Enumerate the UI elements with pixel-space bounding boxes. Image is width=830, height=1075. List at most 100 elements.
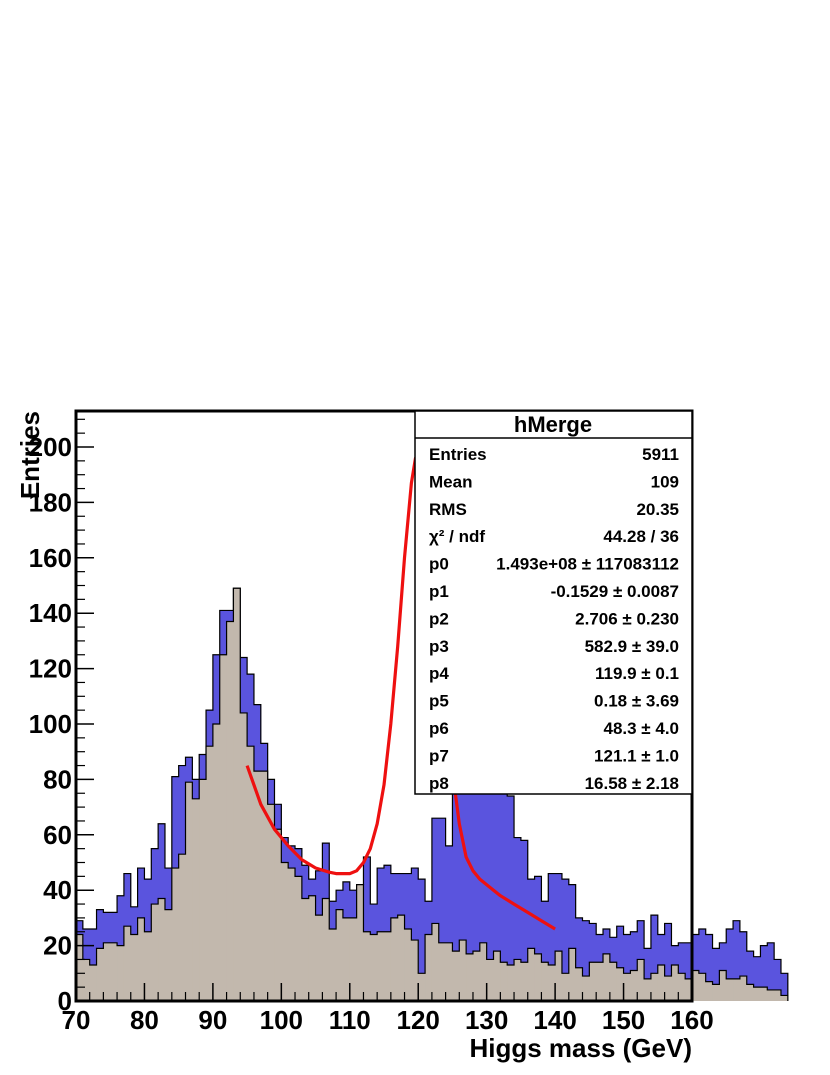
histogram-bin [82, 959, 91, 1001]
histogram-bin [507, 796, 515, 1001]
histogram-bin [623, 934, 631, 1001]
histogram-bin [370, 934, 378, 1001]
histogram-bin [561, 973, 570, 1001]
histogram-bin [96, 948, 104, 1001]
stats-row-value: 0.18 ± 3.69 [594, 692, 679, 711]
y-tick-label: 60 [43, 820, 72, 850]
histogram-series-2 [75, 587, 789, 1001]
histogram-bin [281, 862, 289, 1001]
histogram-bin [336, 909, 344, 1001]
y-tick-label: 140 [29, 598, 72, 628]
histogram-bin [76, 934, 84, 1001]
histogram-bin [438, 942, 446, 1001]
histogram-bin [178, 854, 186, 1001]
histogram-bin [664, 923, 672, 1001]
histogram-bin [206, 746, 214, 1001]
histogram-bin [349, 917, 358, 1001]
y-tick-label: 0 [58, 986, 72, 1016]
histogram-bin [712, 984, 720, 1001]
x-tick-label: 130 [465, 1005, 508, 1035]
histogram-bin [274, 829, 282, 1001]
histogram-bin [561, 879, 570, 1001]
histogram-bin [103, 942, 111, 1001]
histogram-bin [746, 951, 754, 1001]
histogram-bin [130, 934, 138, 1001]
histogram-bin [534, 876, 542, 1001]
histogram-bin [301, 898, 310, 1001]
histogram-bin [568, 948, 577, 1001]
histogram-bin [164, 909, 173, 1001]
histogram-bin [712, 948, 720, 1001]
histogram-bin [493, 951, 501, 1001]
histogram-bin [438, 818, 446, 1001]
histogram-bin [500, 962, 508, 1001]
histogram-bin [623, 973, 631, 1001]
histogram-bin [260, 771, 269, 1001]
histogram-bin [616, 926, 624, 1001]
histogram-bin [411, 868, 419, 1001]
histogram-bin [733, 978, 741, 1001]
histogram-bin [644, 978, 652, 1001]
x-tick-label: 100 [260, 1005, 303, 1035]
y-tick-label: 180 [29, 487, 72, 517]
histogram-bin [671, 964, 679, 1001]
stats-row-value: 48.3 ± 4.0 [604, 719, 680, 738]
histogram-bin [541, 962, 549, 1001]
histogram-bin [630, 970, 638, 1001]
histogram-bin [315, 915, 323, 1001]
histogram-bin [698, 973, 707, 1001]
histogram-bin [445, 942, 453, 1001]
x-tick-label: 70 [62, 1005, 91, 1035]
histogram-bin [137, 917, 145, 1001]
histogram-bin [520, 840, 529, 1001]
histogram-bin [288, 868, 296, 1001]
stats-row-label: p6 [429, 719, 449, 738]
stats-row-value: 44.28 / 36 [603, 527, 679, 546]
stats-row-value: 2.706 ± 0.230 [575, 609, 679, 628]
histogram-bin [233, 588, 241, 1001]
histogram-bin [308, 895, 316, 1001]
histogram-bin [329, 928, 337, 1001]
histogram-bin [500, 676, 508, 1001]
histogram-bin [609, 962, 618, 1001]
histogram-bin [705, 981, 713, 1001]
histogram-bin [767, 989, 775, 1001]
histogram-bin [678, 973, 686, 1001]
histogram-bin [780, 973, 789, 1001]
stats-row-label: RMS [429, 500, 467, 519]
stats-row-value: 16.58 ± 2.18 [585, 774, 679, 793]
histogram-bin [657, 964, 666, 1001]
histogram-bin [219, 654, 227, 1001]
histogram-bin [377, 931, 385, 1001]
histogram-bin [151, 904, 159, 1001]
histogram-bin [575, 967, 583, 1001]
y-tick-label: 20 [43, 931, 72, 961]
histogram-bin [493, 599, 501, 1001]
y-axis-label: Entries [15, 411, 45, 499]
histogram-bin [185, 782, 193, 1001]
histogram-bin [780, 995, 789, 1001]
histogram-bin [514, 959, 522, 1001]
histogram-bin [117, 945, 125, 1001]
histogram-bin [425, 934, 433, 1001]
histogram-bin [685, 978, 693, 1001]
x-axis-label: Higgs mass (GeV) [469, 1033, 692, 1063]
histogram-bin [541, 901, 549, 1001]
histogram-bin [479, 942, 488, 1001]
histogram-bin [753, 987, 761, 1001]
histogram-bin [171, 868, 180, 1001]
histogram-bin [363, 856, 371, 1001]
histogram-bin [685, 942, 693, 1001]
histogram-bin [240, 712, 248, 1001]
histogram-bin [705, 934, 713, 1001]
y-tick-label: 40 [43, 875, 72, 905]
x-tick-label: 150 [602, 1005, 645, 1035]
histogram-bin [596, 962, 604, 1001]
histogram-bin [719, 970, 727, 1001]
histogram-bin [110, 942, 118, 1001]
histogram-bin [452, 751, 460, 1001]
stats-row-label: p0 [429, 555, 449, 574]
histogram-bin [548, 964, 556, 1001]
histogram-bin [411, 940, 419, 1001]
